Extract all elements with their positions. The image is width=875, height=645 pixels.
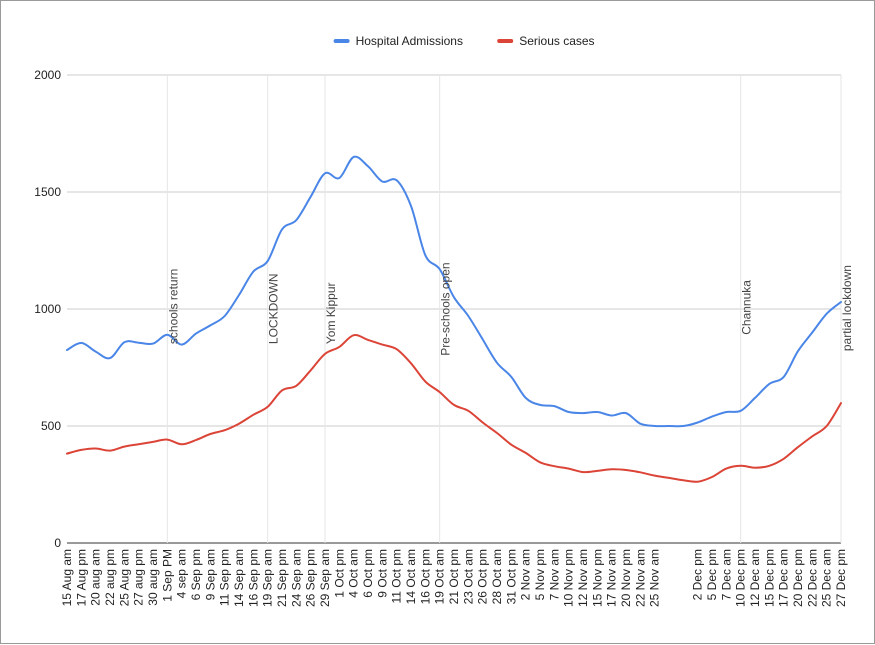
y-tick-label: 2000: [34, 68, 61, 82]
x-tick-label: 17 Dec am: [777, 549, 791, 607]
x-tick-label: 23 Oct am: [461, 549, 475, 604]
x-tick-label: 9 Sep am: [203, 549, 217, 600]
x-tick-label: 20 Nov pm: [619, 549, 633, 607]
annotation-label: LOCKDOWN: [267, 273, 281, 344]
x-tick-label: 12 Nov am: [576, 549, 590, 607]
x-tick-label: 7 Nov am: [547, 549, 561, 600]
x-tick-label: 14 Sep am: [232, 549, 246, 607]
y-tick-label: 1500: [34, 185, 61, 199]
x-tick-label: 10 Dec pm: [734, 549, 748, 607]
y-axis: 0 500 1000 1500 2000: [34, 68, 61, 550]
legend[interactable]: Hospital Admissions Serious cases: [333, 34, 595, 48]
x-tick-label: 20 Dec pm: [791, 549, 805, 607]
x-tick-label: 27 aug pm: [132, 549, 146, 606]
x-tick-label: 24 Sep am: [289, 549, 303, 607]
x-tick-label: 5 Nov pm: [533, 549, 547, 600]
x-tick-label: 2 Dec pm: [691, 549, 705, 600]
x-tick-label: 1 Oct pm: [332, 549, 346, 598]
y-tick-label: 1000: [34, 302, 61, 316]
x-tick-label: 7 Dec am: [719, 549, 733, 600]
x-tick-label: 25 Aug am: [117, 549, 131, 606]
x-tick-label: 5 Dec pm: [705, 549, 719, 600]
series-layer: [66, 155, 842, 483]
x-tick-label: 22 Dec am: [805, 549, 819, 607]
x-tick-label: 16 Oct pm: [418, 549, 432, 604]
legend-label: Hospital Admissions: [356, 34, 463, 48]
annotation-label: Channuka: [740, 280, 754, 335]
x-tick-label: 16 Sep pm: [246, 549, 260, 607]
x-tick-label: 22 aug pm: [103, 549, 117, 606]
x-tick-label: 28 Oct am: [490, 549, 504, 604]
x-tick-label: 19 Sep am: [261, 549, 275, 607]
x-tick-label: 10 Nov pm: [562, 549, 576, 607]
y-tick-label: 0: [54, 536, 61, 550]
legend-item[interactable]: Hospital Admissions: [333, 34, 463, 48]
x-tick-label: 25 Dec am: [820, 549, 834, 607]
series-line-hospital-admissions[interactable]: [66, 155, 842, 428]
x-tick-label: 9 Oct am: [375, 549, 389, 598]
x-tick-label: 26 Oct pm: [476, 549, 490, 604]
x-tick-label: 4 sep am: [175, 549, 189, 598]
legend-item[interactable]: Serious cases: [497, 34, 595, 48]
x-tick-label: 31 Oct pm: [504, 549, 518, 604]
x-tick-label: 11 Sep pm: [218, 549, 232, 606]
x-tick-label: 17 Nov am: [605, 549, 619, 607]
x-tick-label: 30 aug am: [146, 549, 160, 606]
x-tick-label: 1 Sep PM: [160, 549, 174, 602]
x-tick-label: 2 Nov am: [519, 549, 533, 600]
x-tick-label: 25 Nov am: [648, 549, 662, 607]
x-tick-label: 4 Oct am: [347, 549, 361, 598]
x-tick-label: 19 Oct am: [433, 549, 447, 604]
series-line-serious-cases[interactable]: [66, 333, 842, 483]
x-tick-label: 22 Nov am: [633, 549, 647, 607]
x-axis: 15 Aug am 17 Aug pm 20 aug am 22 aug pm 25 A…: [60, 549, 848, 607]
x-tick-label: 27 Dec pm: [834, 549, 848, 607]
annotation-label: Yom Kippur: [324, 283, 338, 345]
x-tick-label: 6 Oct pm: [361, 549, 375, 598]
annotation-layer: schools return LOCKDOWN Yom Kippur Pre-scho…: [166, 262, 854, 355]
x-tick-label: 12 Dec am: [748, 549, 762, 607]
x-tick-label: 6 Sep pm: [189, 549, 203, 600]
x-tick-label: 11 Oct pm: [390, 549, 404, 603]
annotation-label: schools return: [166, 269, 180, 344]
x-tick-label: 17 Aug pm: [74, 549, 88, 606]
legend-label: Serious cases: [519, 34, 594, 48]
x-tick-label: 15 Aug am: [60, 549, 74, 606]
x-tick-label: 21 Oct pm: [447, 549, 461, 604]
y-tick-label: 500: [41, 419, 61, 433]
x-tick-label: 14 Oct am: [404, 549, 418, 604]
x-tick-label: 26 Sep pm: [304, 549, 318, 607]
annotation-label: Pre-schools open: [439, 262, 453, 355]
x-tick-label: 29 Sep am: [318, 549, 332, 607]
grid-layer: [67, 74, 842, 544]
annotation-label: partial lockdown: [840, 265, 854, 351]
x-tick-label: 15 Nov pm: [590, 549, 604, 607]
x-tick-label: 20 aug am: [89, 549, 103, 606]
x-tick-label: 21 Sep pm: [275, 549, 289, 607]
x-tick-label: 15 Dec pm: [762, 549, 776, 607]
